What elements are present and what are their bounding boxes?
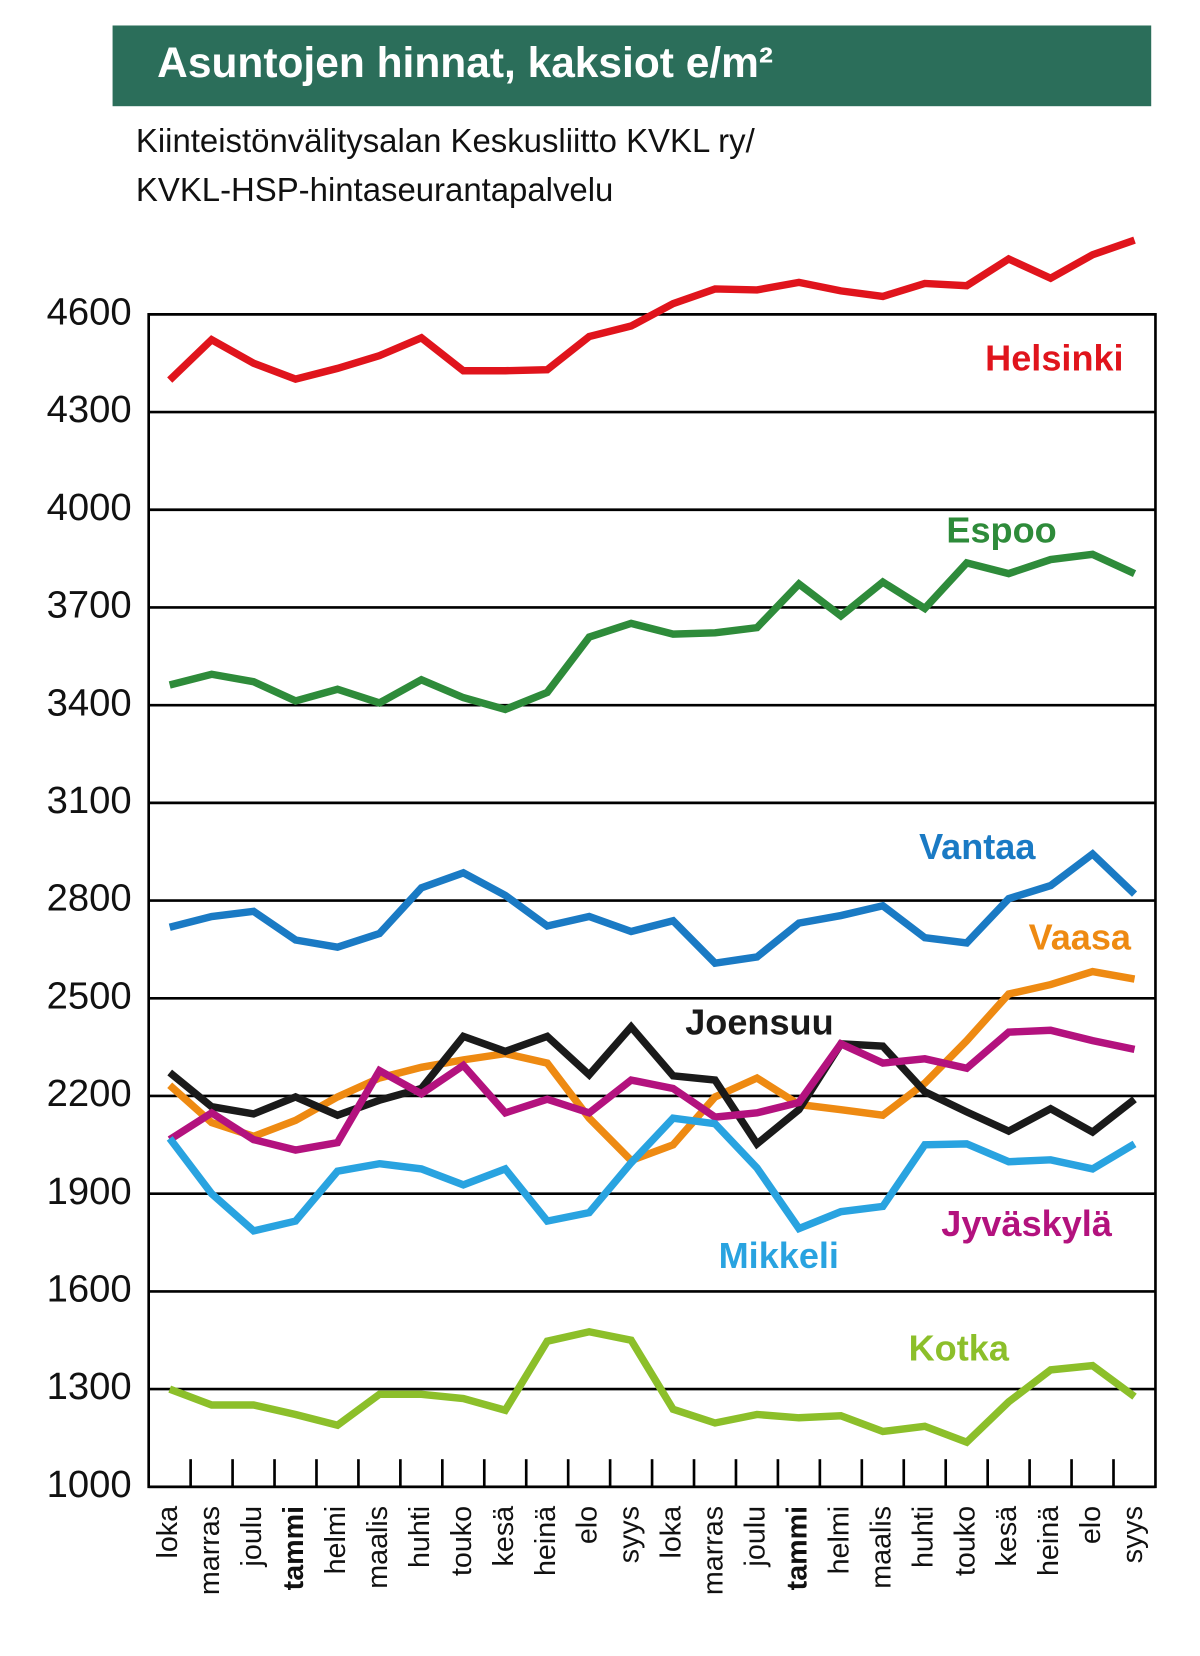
- series-line: [167, 967, 1136, 1165]
- x-tick-label: joulu: [236, 1506, 268, 1568]
- x-tick-label: helmi: [320, 1506, 352, 1574]
- x-tick-label: heinä: [1033, 1506, 1065, 1576]
- x-tick-label: syys: [614, 1506, 646, 1563]
- y-tick-label: 4600: [47, 290, 132, 333]
- x-tick-label: maalis: [362, 1506, 394, 1589]
- y-tick-label: 1900: [47, 1170, 132, 1213]
- x-tick-label: heinä: [530, 1506, 562, 1576]
- y-tick-label: 2200: [47, 1072, 132, 1115]
- x-tick-label: touko: [949, 1506, 981, 1576]
- y-tick-label: 3700: [47, 584, 132, 627]
- y-tick-label: 1000: [47, 1463, 132, 1506]
- x-tick-label: touko: [446, 1506, 478, 1576]
- chart-title: Asuntojen hinnat, kaksiot e/m²: [157, 40, 773, 87]
- series-label: Mikkeli: [719, 1235, 839, 1276]
- y-tick-label: 3400: [47, 681, 132, 724]
- x-tick-label: elo: [1075, 1506, 1107, 1544]
- series-label: Joensuu: [685, 1001, 833, 1042]
- series-line: [168, 849, 1138, 968]
- x-tick-label: syys: [1117, 1506, 1149, 1563]
- x-tick-label: kesä: [488, 1506, 520, 1567]
- series-label: Vantaa: [919, 826, 1036, 867]
- x-tick-label: huhti: [404, 1506, 436, 1568]
- series-label: Kotka: [909, 1327, 1010, 1368]
- x-tick-label: huhti: [907, 1506, 939, 1568]
- y-tick-label: 2500: [47, 974, 132, 1017]
- x-tick-label: marras: [698, 1506, 730, 1595]
- source-line: Kiinteistönvälitysalan Keskusliitto KVKL…: [136, 122, 756, 159]
- x-tick-label: maalis: [865, 1506, 897, 1589]
- y-tick-label: 4000: [47, 486, 132, 529]
- series-line: [166, 1114, 1137, 1235]
- y-tick-label: 1300: [47, 1365, 132, 1408]
- y-tick-label: 2800: [47, 877, 132, 920]
- y-tick-label: 1600: [47, 1267, 132, 1310]
- title-bar: [112, 25, 1152, 107]
- x-tick-label: joulu: [740, 1506, 772, 1568]
- x-tick-label: loka: [152, 1506, 184, 1559]
- y-tick-label: 4300: [47, 388, 132, 431]
- series-line: [167, 1021, 1137, 1150]
- x-tick-label: helmi: [823, 1506, 855, 1574]
- series-label: Vaasa: [1029, 916, 1132, 957]
- series-label: Jyväskylä: [941, 1203, 1113, 1244]
- source-line: KVKL-HSP-hintaseurantapalvelu: [136, 171, 613, 208]
- series-line: [168, 550, 1137, 714]
- x-tick-label: tammi: [781, 1506, 813, 1590]
- series-line: [167, 236, 1136, 384]
- x-tick-label: loka: [656, 1506, 688, 1559]
- x-tick-label: kesä: [991, 1506, 1023, 1567]
- x-tick-label: elo: [572, 1506, 604, 1544]
- series-line: [168, 1327, 1137, 1447]
- series-label: Espoo: [946, 510, 1056, 551]
- series-label: Helsinki: [985, 338, 1123, 379]
- y-tick-label: 3100: [47, 779, 132, 822]
- series-line: [167, 1026, 1136, 1154]
- x-tick-label: marras: [194, 1506, 226, 1595]
- x-tick-label: tammi: [278, 1506, 310, 1590]
